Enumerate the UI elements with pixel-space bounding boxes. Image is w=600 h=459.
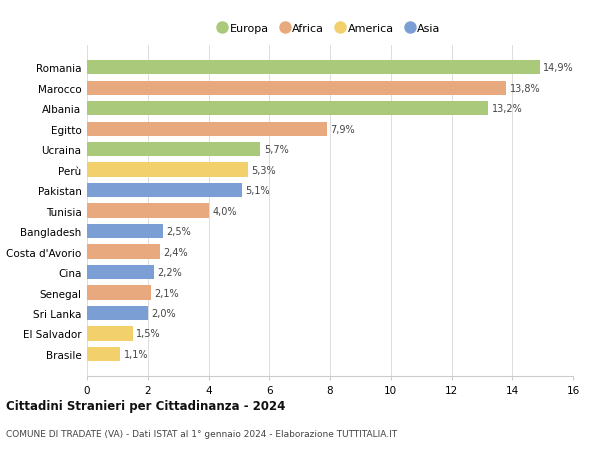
Bar <box>87 204 209 218</box>
Bar <box>87 163 248 178</box>
Bar <box>87 265 154 280</box>
Bar <box>87 224 163 239</box>
Text: 5,7%: 5,7% <box>264 145 289 155</box>
Text: COMUNE DI TRADATE (VA) - Dati ISTAT al 1° gennaio 2024 - Elaborazione TUTTITALIA: COMUNE DI TRADATE (VA) - Dati ISTAT al 1… <box>6 429 397 438</box>
Bar <box>87 286 151 300</box>
Bar <box>87 81 506 95</box>
Bar <box>87 327 133 341</box>
Bar <box>87 245 160 259</box>
Bar <box>87 347 121 361</box>
Text: 1,5%: 1,5% <box>136 329 161 339</box>
Bar <box>87 61 539 75</box>
Bar <box>87 122 327 136</box>
Legend: Europa, Africa, America, Asia: Europa, Africa, America, Asia <box>220 24 440 34</box>
Text: 2,0%: 2,0% <box>151 308 176 319</box>
Text: 2,1%: 2,1% <box>154 288 179 298</box>
Text: 7,9%: 7,9% <box>331 124 355 134</box>
Text: 1,1%: 1,1% <box>124 349 149 359</box>
Bar <box>87 184 242 198</box>
Text: 2,2%: 2,2% <box>157 268 182 277</box>
Text: 5,3%: 5,3% <box>251 165 276 175</box>
Text: 5,1%: 5,1% <box>245 186 270 196</box>
Bar <box>87 143 260 157</box>
Text: 14,9%: 14,9% <box>543 63 574 73</box>
Bar <box>87 306 148 320</box>
Text: 2,4%: 2,4% <box>164 247 188 257</box>
Text: Cittadini Stranieri per Cittadinanza - 2024: Cittadini Stranieri per Cittadinanza - 2… <box>6 399 286 412</box>
Text: 4,0%: 4,0% <box>212 206 236 216</box>
Text: 13,2%: 13,2% <box>491 104 523 114</box>
Bar <box>87 102 488 116</box>
Text: 2,5%: 2,5% <box>167 227 191 236</box>
Text: 13,8%: 13,8% <box>510 84 541 94</box>
